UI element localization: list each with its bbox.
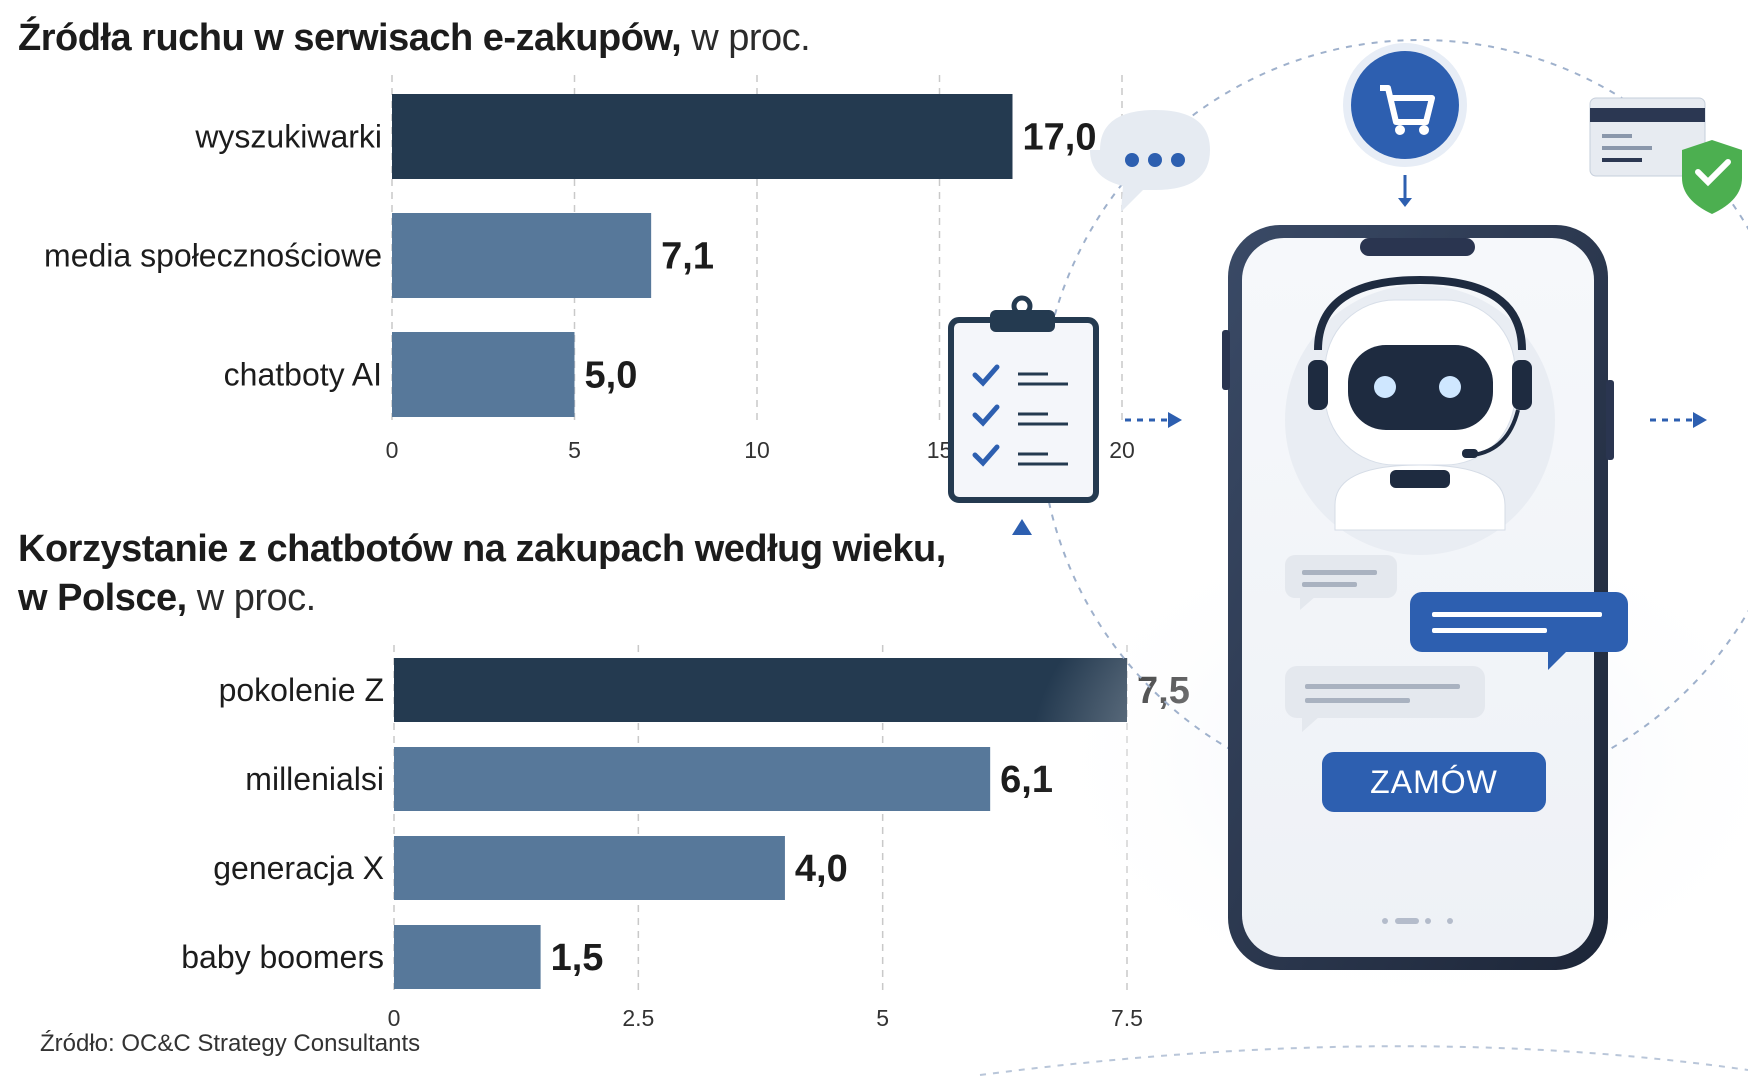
chart2-title: Korzystanie z chatbotów na zakupach wedł… <box>18 525 946 624</box>
bar <box>392 213 652 298</box>
chart2-title-bold-line1: Korzystanie z chatbotów na zakupach wedł… <box>18 528 946 570</box>
page-indicator <box>1382 918 1453 924</box>
chart1-title: Źródła ruchu w serwisach e-zakupów, w pr… <box>18 14 811 63</box>
x-tick-label: 5 <box>876 1005 889 1031</box>
bar <box>394 658 1127 722</box>
source-note: Źródło: OC&C Strategy Consultants <box>40 1030 421 1057</box>
order-button[interactable]: ZAMÓW <box>1322 752 1546 812</box>
check-shield-icon <box>1682 140 1742 214</box>
chart2-title-bold-line2: w Polsce, <box>18 577 187 620</box>
bar <box>392 332 575 417</box>
x-tick-label: 0 <box>386 437 399 463</box>
x-tick-label: 0 <box>388 1005 401 1031</box>
shopping-cart-icon <box>1343 43 1467 207</box>
data-label: 7,1 <box>661 236 714 278</box>
arrow-icon <box>1012 519 1032 535</box>
category-label: baby boomers <box>181 939 384 975</box>
category-label: millenialsi <box>245 761 384 797</box>
category-label: wyszukiwarki <box>194 119 382 155</box>
x-tick-label: 10 <box>744 437 770 463</box>
chart1-title-bold: Źródła ruchu w serwisach e-zakupów, <box>18 17 682 59</box>
x-tick-label: 2.5 <box>622 1005 654 1031</box>
category-label: media społecznościowe <box>44 238 382 274</box>
data-label: 17,0 <box>1023 117 1097 159</box>
typing-bubble-icon <box>1090 110 1210 212</box>
payment-card-icon <box>1589 97 1706 177</box>
data-label: 1,5 <box>551 937 604 979</box>
robot-avatar <box>1308 275 1532 531</box>
x-tick-label: 5 <box>568 437 581 463</box>
category-label: generacja X <box>213 850 384 886</box>
category-label: chatboty AI <box>224 357 382 393</box>
bar <box>394 836 785 900</box>
chat-bubble-incoming <box>1285 666 1485 732</box>
checklist-clipboard-icon <box>948 295 1099 503</box>
category-label: pokolenie Z <box>219 672 384 708</box>
x-tick-label: 20 <box>1109 437 1135 463</box>
bottom-dashed-arc <box>979 1045 1748 1076</box>
chart1-title-unit: w proc. <box>681 17 811 59</box>
data-label: 5,0 <box>585 355 638 397</box>
chat-bubble-incoming <box>1285 555 1397 610</box>
x-tick-label: 7.5 <box>1111 1005 1143 1031</box>
arrow-icon <box>1168 412 1182 428</box>
bar <box>394 747 991 811</box>
chatbot-illustration: ZAMÓW <box>948 39 1748 1076</box>
bar <box>392 94 1013 179</box>
order-button-label[interactable]: ZAMÓW <box>1370 764 1498 800</box>
arrow-icon <box>1693 412 1707 428</box>
chat-bubble-outgoing <box>1410 592 1628 670</box>
chart2-title-unit: w proc. <box>186 577 317 620</box>
data-label: 4,0 <box>795 848 848 890</box>
bar <box>394 925 541 989</box>
